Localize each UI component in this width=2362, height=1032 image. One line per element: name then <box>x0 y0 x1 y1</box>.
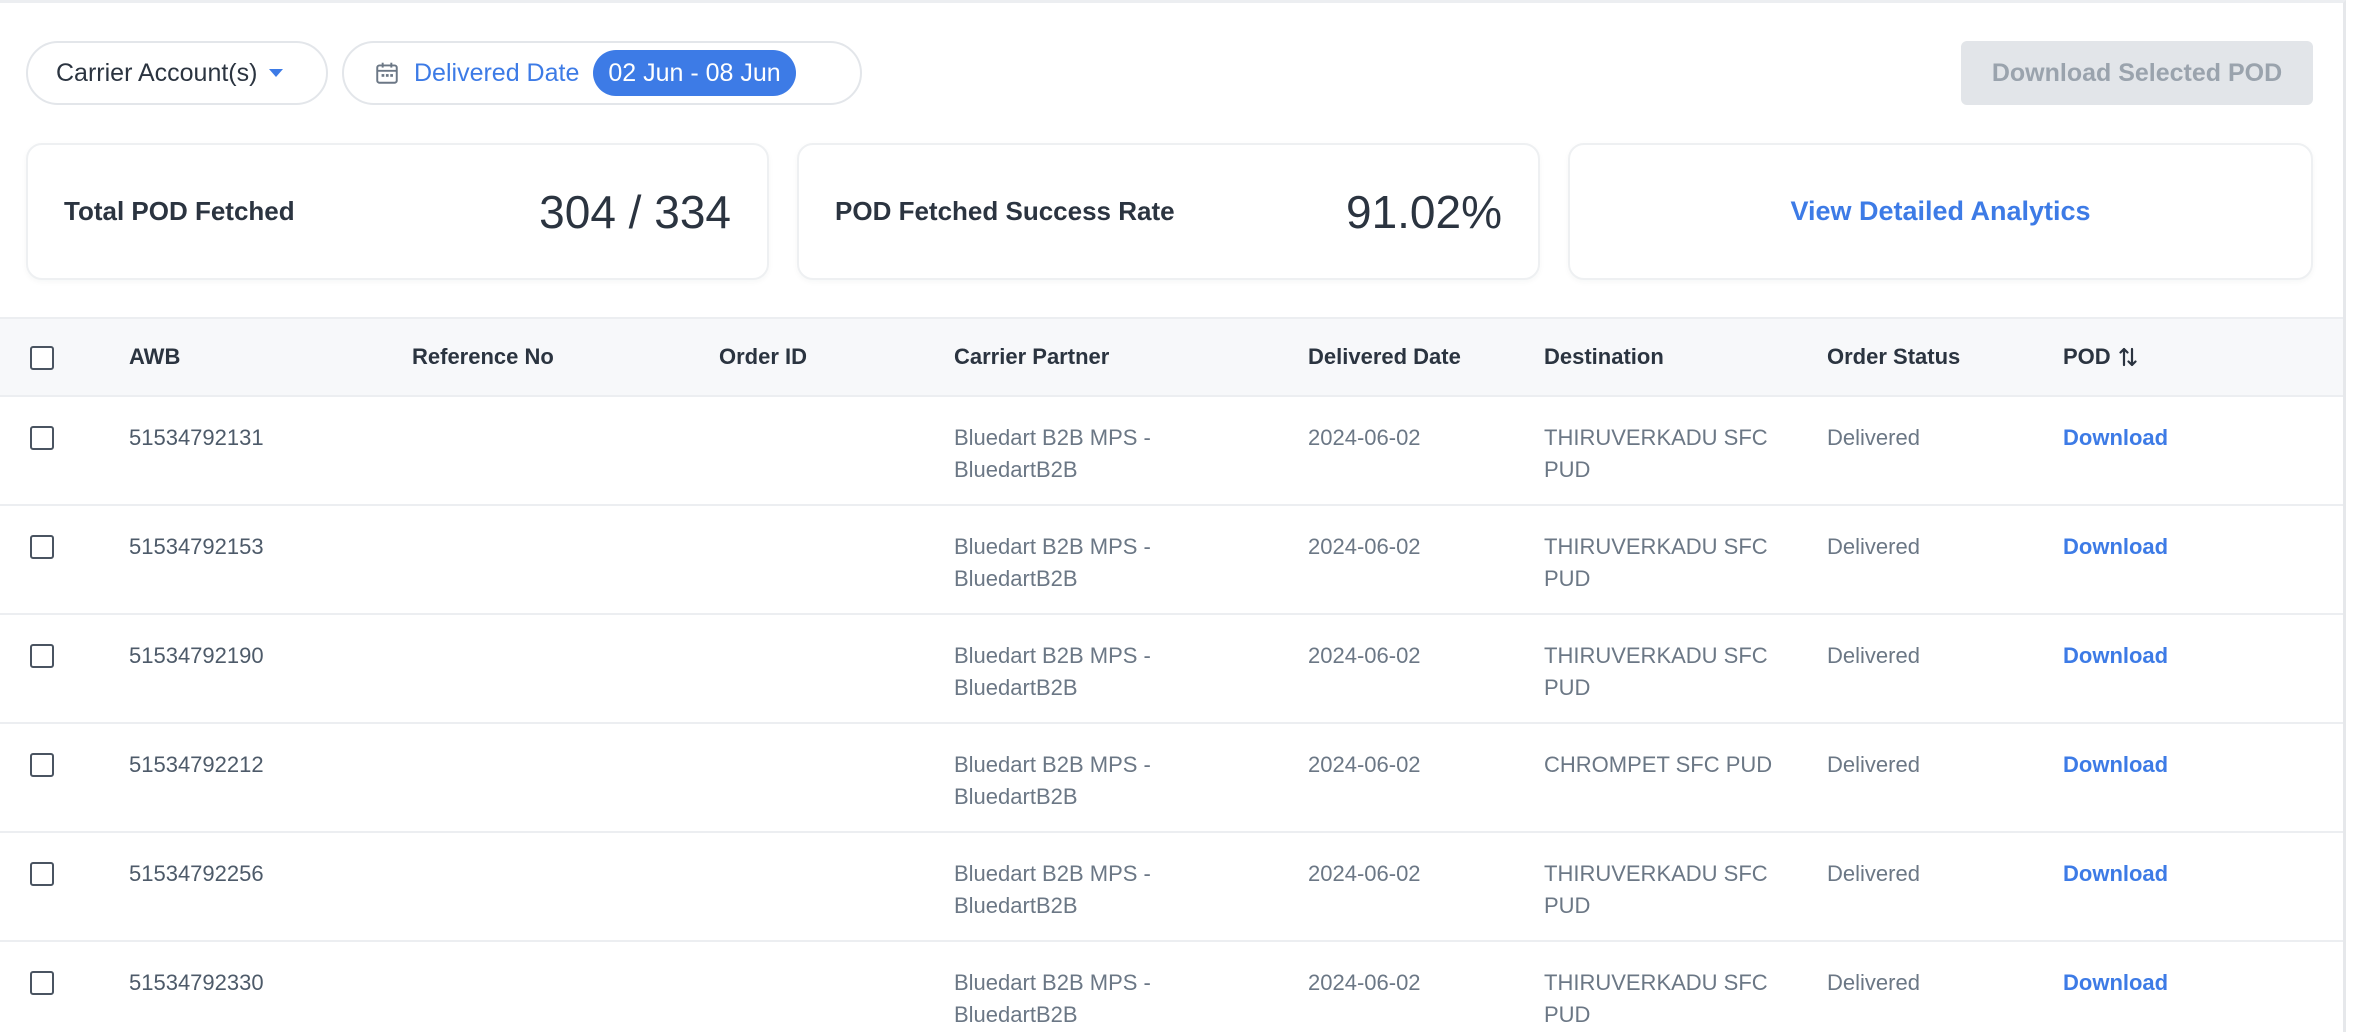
pod-table: AWB Reference No Order ID Carrier Partne… <box>0 317 2343 1032</box>
status-cell: Delivered <box>1827 970 1920 995</box>
row-checkbox[interactable] <box>30 862 54 886</box>
header-carrier-partner[interactable]: Carrier Partner <box>954 344 1110 369</box>
carrier-cell: Bluedart B2B MPS - BluedartB2B <box>954 861 1151 918</box>
view-detailed-analytics-link[interactable]: View Detailed Analytics <box>1790 196 2091 226</box>
delivered-date-filter[interactable]: Delivered Date 02 Jun - 08 Jun <box>342 41 862 105</box>
status-cell: Delivered <box>1827 534 1920 559</box>
calendar-icon <box>376 62 398 84</box>
filter-bar: Carrier Account(s) Delivered Date 02 Jun… <box>26 41 2313 105</box>
table-row: 51534792212 Bluedart B2B MPS - BluedartB… <box>0 724 2343 833</box>
row-checkbox[interactable] <box>30 426 54 450</box>
table-row: 51534792330 Bluedart B2B MPS - BluedartB… <box>0 942 2343 1032</box>
total-pod-value: 304 / 334 <box>539 185 731 238</box>
carrier-cell: Bluedart B2B MPS - BluedartB2B <box>954 752 1151 809</box>
destination-cell: THIRUVERKADU SFC PUD <box>1544 970 1768 1027</box>
status-cell: Delivered <box>1827 752 1920 777</box>
download-selected-pod-button[interactable]: Download Selected POD <box>1961 41 2313 105</box>
row-checkbox[interactable] <box>30 644 54 668</box>
header-delivered-date[interactable]: Delivered Date <box>1308 344 1461 369</box>
download-pod-link[interactable]: Download <box>2063 643 2169 668</box>
date-range-badge: 02 Jun - 08 Jun <box>593 50 796 96</box>
delivered-date-cell: 2024-06-02 <box>1308 425 1421 450</box>
status-cell: Delivered <box>1827 861 1920 886</box>
delivered-date-label: Delivered Date <box>414 58 580 87</box>
awb-cell: 51534792212 <box>129 752 264 777</box>
header-pod[interactable]: POD <box>2063 319 2137 395</box>
select-all-checkbox[interactable] <box>30 346 54 370</box>
table-header: AWB Reference No Order ID Carrier Partne… <box>0 317 2343 397</box>
awb-cell: 51534792153 <box>129 534 264 559</box>
header-reference-no[interactable]: Reference No <box>412 344 554 369</box>
delivered-date-cell: 2024-06-02 <box>1308 534 1421 559</box>
caret-down-icon <box>269 69 284 77</box>
header-order-status[interactable]: Order Status <box>1827 344 1961 369</box>
table-row: 51534792190 Bluedart B2B MPS - BluedartB… <box>0 615 2343 724</box>
table-row: 51534792153 Bluedart B2B MPS - BluedartB… <box>0 506 2343 615</box>
delivered-date-cell: 2024-06-02 <box>1308 643 1421 668</box>
total-pod-label: Total POD Fetched <box>64 196 295 226</box>
analytics-card: View Detailed Analytics <box>1568 143 2313 280</box>
carrier-cell: Bluedart B2B MPS - BluedartB2B <box>954 425 1151 482</box>
download-pod-link[interactable]: Download <box>2063 752 2169 777</box>
download-pod-link[interactable]: Download <box>2063 970 2169 995</box>
destination-cell: CHROMPET SFC PUD <box>1544 752 1773 777</box>
download-pod-link[interactable]: Download <box>2063 534 2169 559</box>
carrier-account-label: Carrier Account(s) <box>56 58 258 87</box>
header-pod-label: POD <box>2063 344 2111 369</box>
header-order-id[interactable]: Order ID <box>719 344 808 369</box>
destination-cell: THIRUVERKADU SFC PUD <box>1544 425 1768 482</box>
table-row: 51534792256 Bluedart B2B MPS - BluedartB… <box>0 833 2343 942</box>
row-checkbox[interactable] <box>30 753 54 777</box>
header-destination[interactable]: Destination <box>1544 344 1664 369</box>
destination-cell: THIRUVERKADU SFC PUD <box>1544 643 1768 700</box>
download-pod-link[interactable]: Download <box>2063 425 2169 450</box>
sort-icon[interactable] <box>2119 345 2137 369</box>
success-rate-label: POD Fetched Success Rate <box>835 196 1175 226</box>
total-pod-card: Total POD Fetched 304 / 334 <box>26 143 769 280</box>
carrier-cell: Bluedart B2B MPS - BluedartB2B <box>954 534 1151 591</box>
delivered-date-cell: 2024-06-02 <box>1308 861 1421 886</box>
carrier-cell: Bluedart B2B MPS - BluedartB2B <box>954 970 1151 1027</box>
delivered-date-cell: 2024-06-02 <box>1308 752 1421 777</box>
row-checkbox[interactable] <box>30 971 54 995</box>
awb-cell: 51534792131 <box>129 425 264 450</box>
table-row: 51534792131 Bluedart B2B MPS - BluedartB… <box>0 397 2343 506</box>
success-rate-value: 91.02% <box>1345 185 1502 238</box>
awb-cell: 51534792330 <box>129 970 264 995</box>
header-awb[interactable]: AWB <box>129 344 181 369</box>
status-cell: Delivered <box>1827 425 1920 450</box>
download-pod-link[interactable]: Download <box>2063 861 2169 886</box>
destination-cell: THIRUVERKADU SFC PUD <box>1544 534 1768 591</box>
carrier-cell: Bluedart B2B MPS - BluedartB2B <box>954 643 1151 700</box>
awb-cell: 51534792256 <box>129 861 264 886</box>
destination-cell: THIRUVERKADU SFC PUD <box>1544 861 1768 918</box>
row-checkbox[interactable] <box>30 535 54 559</box>
delivered-date-cell: 2024-06-02 <box>1308 970 1421 995</box>
awb-cell: 51534792190 <box>129 643 264 668</box>
status-cell: Delivered <box>1827 643 1920 668</box>
success-rate-card: POD Fetched Success Rate 91.02% <box>797 143 1540 280</box>
carrier-account-dropdown[interactable]: Carrier Account(s) <box>26 41 328 105</box>
